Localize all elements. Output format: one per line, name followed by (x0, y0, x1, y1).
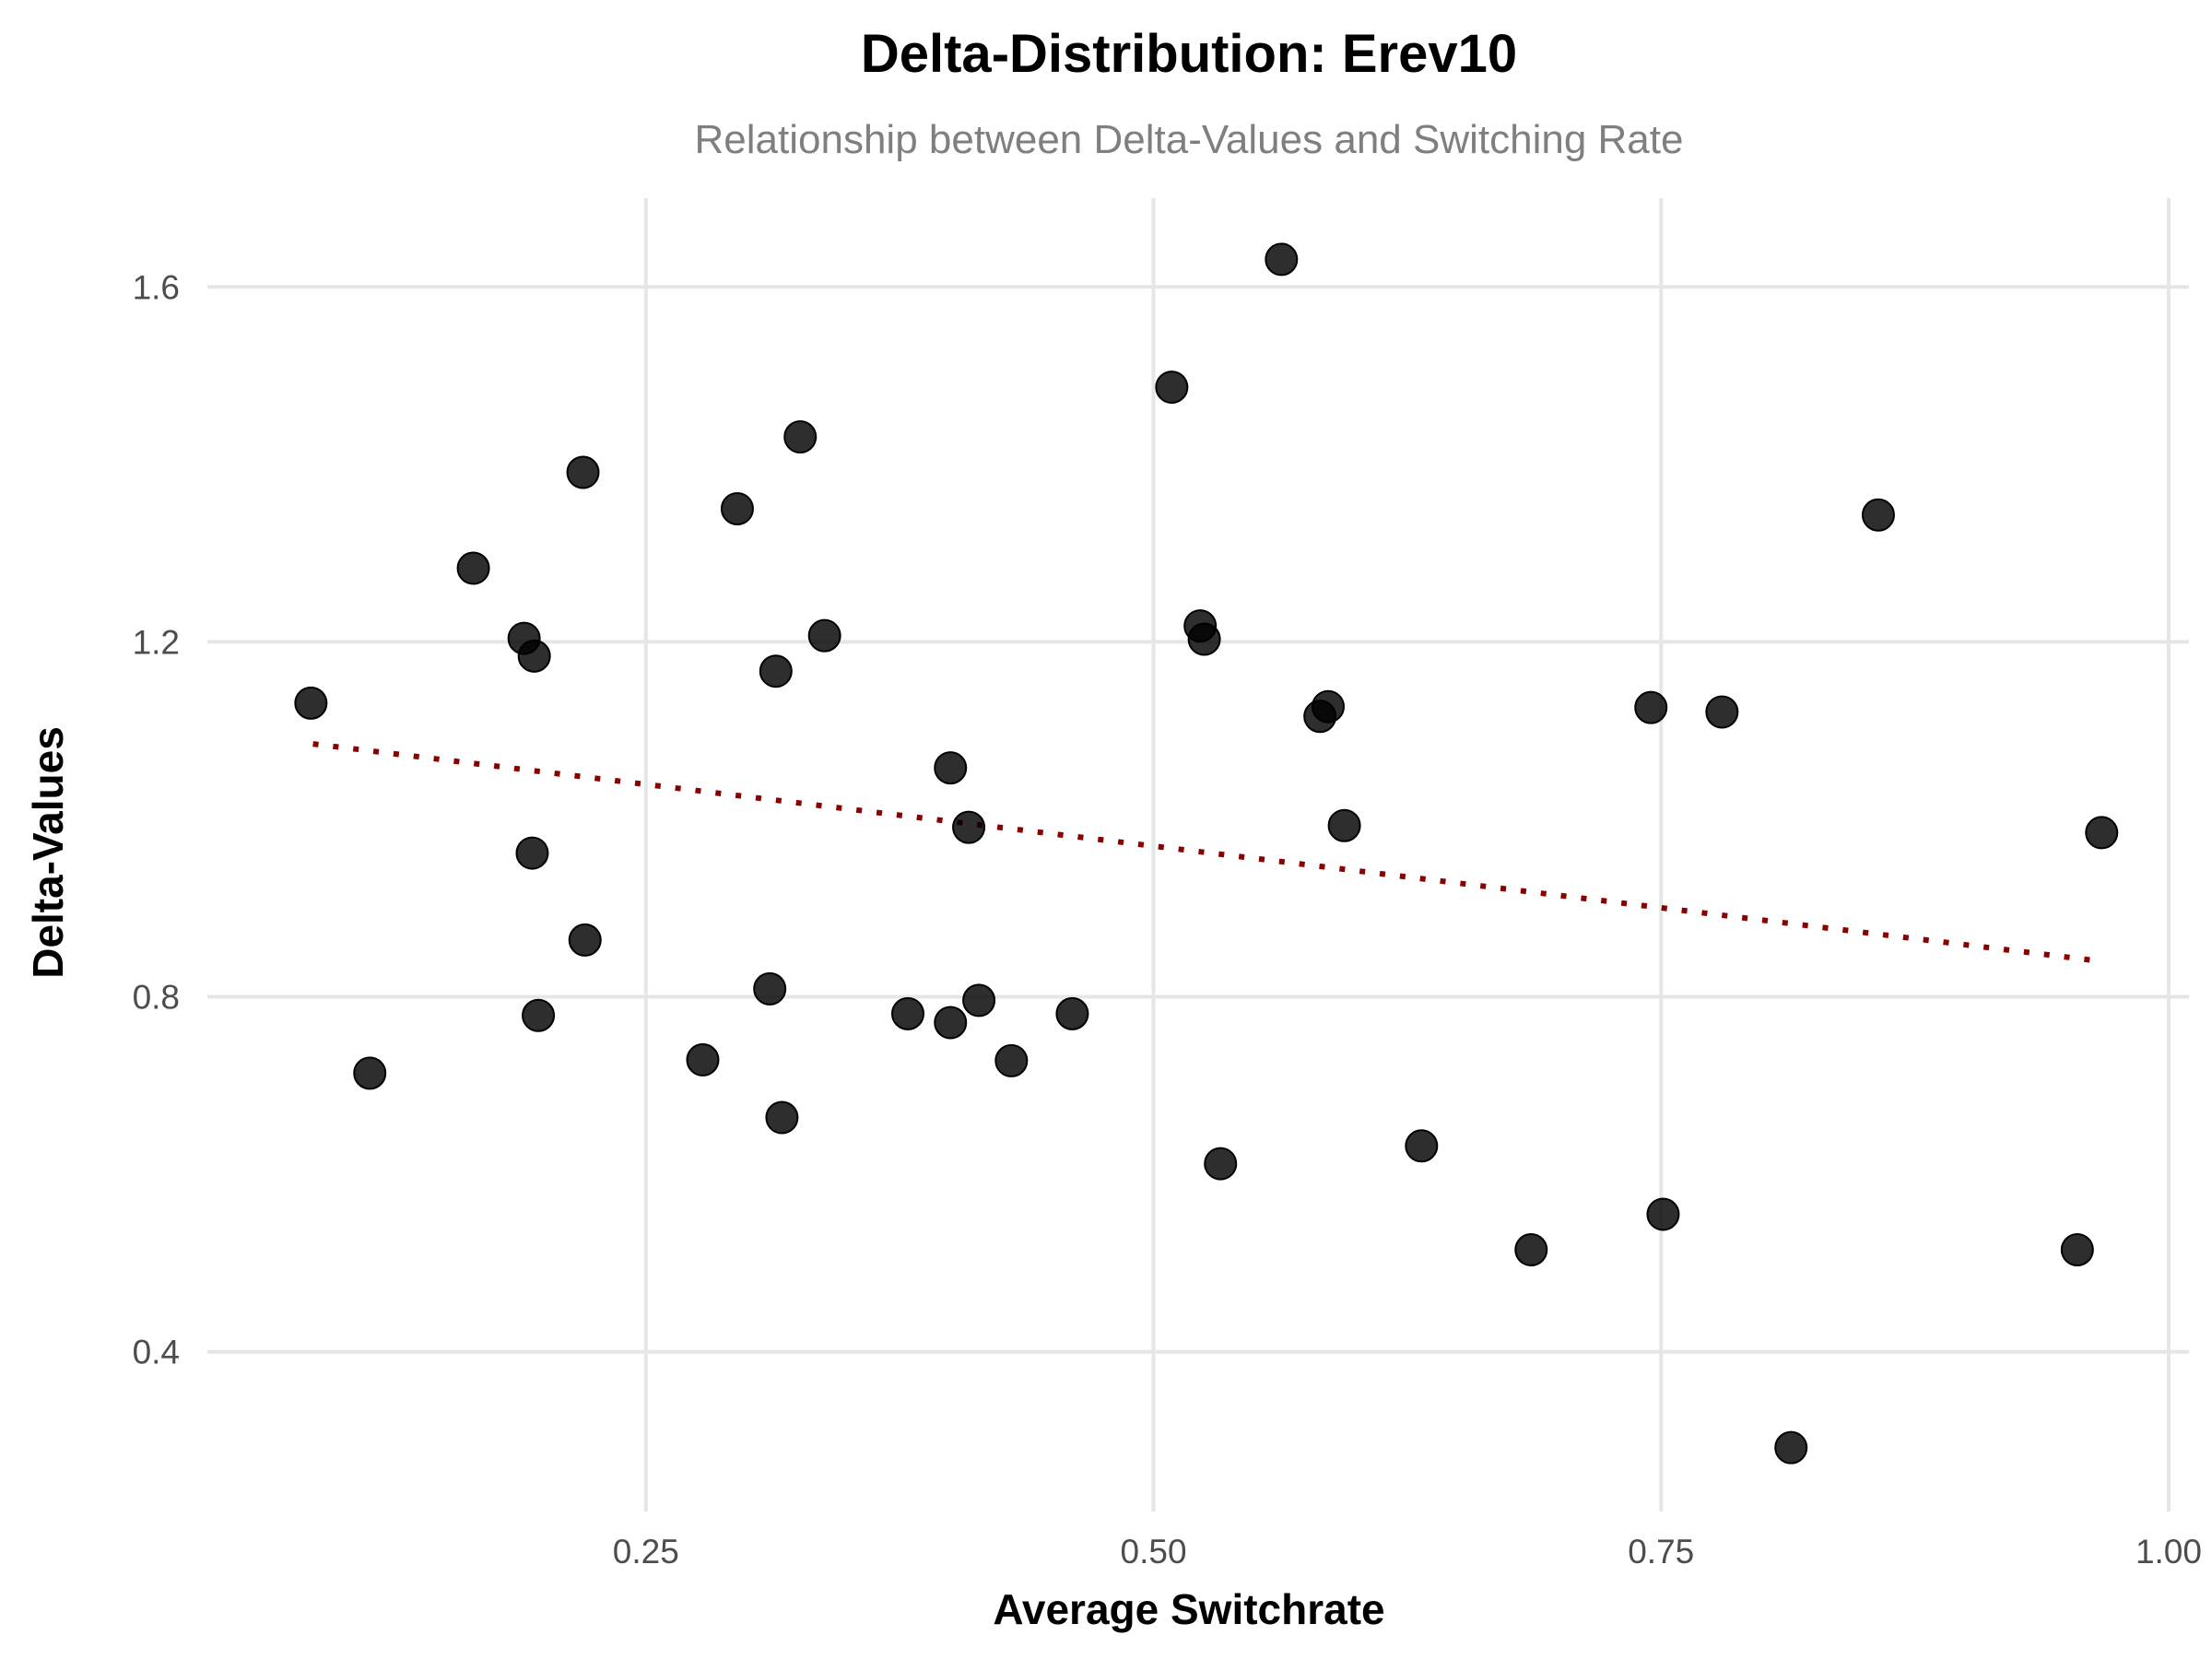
data-point (807, 618, 841, 653)
data-point (353, 1056, 387, 1090)
data-point (962, 983, 996, 1018)
x-tick-label: 0.75 (1628, 1533, 1694, 1571)
y-tick-label: 1.6 (133, 268, 180, 306)
data-point (1514, 1232, 1548, 1266)
x-tick-label: 0.25 (613, 1533, 679, 1571)
x-axis-ticks: 0.25 0.50 0.75 1.00 (613, 1533, 2202, 1571)
data-point (515, 836, 549, 870)
data-point (2060, 1232, 2094, 1266)
data-point (934, 751, 968, 785)
data-point (568, 923, 602, 957)
chart-subtitle: Relationship between Delta-Values and Sw… (695, 117, 1684, 162)
data-point (952, 810, 986, 844)
data-point (1646, 1197, 1680, 1231)
data-point (934, 1006, 968, 1040)
data-point (1265, 242, 1299, 276)
data-point (294, 686, 328, 720)
data-point (1055, 996, 1089, 1030)
y-tick-label: 0.8 (133, 979, 180, 1017)
data-point (1861, 498, 1895, 532)
y-axis-title: Delta-Values (24, 726, 72, 979)
data-points (294, 242, 2119, 1465)
x-tick-label: 0.50 (1121, 1533, 1187, 1571)
data-point (759, 654, 793, 688)
data-point (890, 996, 924, 1030)
data-point (753, 971, 787, 1006)
data-point (1311, 689, 1345, 724)
data-point (1774, 1430, 1808, 1465)
data-point (765, 1100, 799, 1135)
data-point (686, 1042, 720, 1077)
x-tick-label: 1.00 (2136, 1533, 2202, 1571)
data-point (1155, 371, 1189, 405)
y-axis-ticks: 0.4 0.8 1.2 1.6 (133, 268, 180, 1371)
trend-line (312, 741, 2102, 965)
data-point (1187, 622, 1221, 656)
data-point (1204, 1147, 1238, 1181)
data-point (720, 491, 754, 525)
x-axis-title: Average Switchrate (993, 1585, 1384, 1633)
y-tick-label: 1.2 (133, 623, 180, 661)
data-point (522, 998, 556, 1032)
data-point (783, 420, 818, 454)
data-point (994, 1043, 1029, 1077)
data-point (1634, 690, 1668, 724)
data-point (517, 639, 551, 673)
data-point (1405, 1129, 1439, 1163)
grid (207, 198, 2189, 1512)
data-point (1705, 695, 1739, 729)
trend-line-layer (312, 741, 2102, 965)
data-point (2085, 816, 2119, 850)
data-point (566, 455, 600, 489)
chart-title: Delta-Distribution: Erev10 (861, 24, 1517, 84)
data-point (1327, 808, 1361, 842)
y-tick-label: 0.4 (133, 1334, 180, 1371)
data-point (456, 551, 490, 585)
